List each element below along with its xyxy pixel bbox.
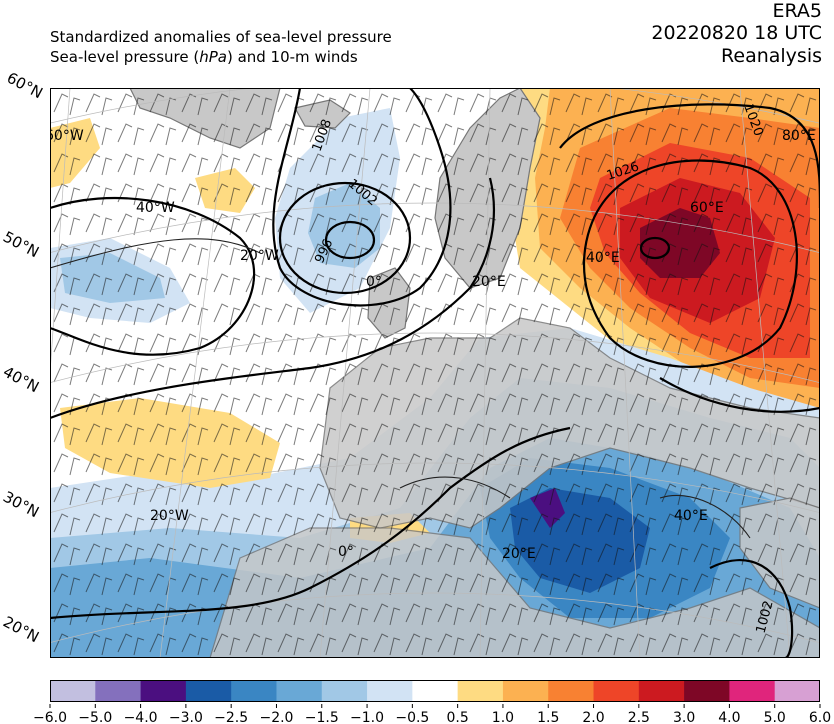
latitude-axis: 60°N 50°N 40°N 30°N 20°N xyxy=(0,69,46,647)
lat-label-40n: 40°N xyxy=(0,363,42,397)
isobar-1002 xyxy=(278,181,412,295)
isobar-high-core xyxy=(639,236,671,260)
colorbar-segment xyxy=(276,680,323,702)
lon-label-80e-top: 80°E xyxy=(782,128,816,144)
title-left-line2-b: ) and 10-m winds xyxy=(226,48,358,66)
lon-label-20w-top: 20°W xyxy=(240,248,279,264)
lon-label-40e-top: 40°E xyxy=(586,250,620,266)
isobar-south xyxy=(50,426,571,620)
isobars-thin xyxy=(50,238,751,539)
title-datetime: 20220820 18 UTC xyxy=(651,22,822,44)
colorbar-segment xyxy=(638,680,685,702)
colorbar-tick-label: −2.5 xyxy=(214,710,248,724)
wind-barbs xyxy=(50,88,820,658)
isobar-1008 xyxy=(272,88,452,307)
isobar-east-mid xyxy=(659,377,820,413)
colorbar-segment xyxy=(321,680,368,702)
map-frame xyxy=(50,88,820,658)
colorbar-tick-label: −3.0 xyxy=(169,710,203,724)
lon-label-0-top: 0° xyxy=(366,274,382,290)
isobar-mid xyxy=(50,177,496,420)
anomaly-map: 1008 1002 996 1026 1020 1002 60°W 40°W 2… xyxy=(50,88,820,658)
colorbar-frame xyxy=(50,680,820,702)
colorbar-tick-label: −1.0 xyxy=(350,710,384,724)
colorbar-segment xyxy=(412,680,459,702)
colorbar-segment xyxy=(729,680,776,702)
lat-label-20n: 20°N xyxy=(0,613,42,647)
colorbar-tick-label: 3.0 xyxy=(673,710,695,724)
lat-label-30n: 30°N xyxy=(0,488,42,522)
lon-label-20w-bottom: 20°W xyxy=(150,508,189,524)
colorbar-tick-label: −6.0 xyxy=(33,710,67,724)
colorbar-tick-label: 2.0 xyxy=(582,710,604,724)
colorbar-segment xyxy=(593,680,640,702)
colorbar-tick-label: 6.0 xyxy=(809,710,831,724)
colorbar-tick-label: −4.0 xyxy=(124,710,158,724)
lon-label-40w-top: 40°W xyxy=(136,200,175,216)
title-left-line1: Standardized anomalies of sea-level pres… xyxy=(50,28,392,46)
lon-label-20e-top: 20°E xyxy=(472,274,506,290)
lon-label-40e-bottom: 40°E xyxy=(674,508,708,524)
lon-label-60e-top: 60°E xyxy=(690,200,724,216)
isobar-atlantic-west xyxy=(50,196,256,356)
lon-label-0-bottom: 0° xyxy=(338,544,354,560)
title-left-line2: Sea-level pressure (hPa) and 10-m winds xyxy=(50,48,358,66)
title-dataset: ERA5 xyxy=(772,0,822,22)
colorbar-segment xyxy=(548,680,595,702)
colorbar-segment xyxy=(457,680,504,702)
colorbar-segment xyxy=(185,680,232,702)
isobar-1020 xyxy=(559,103,820,209)
colorbar-tick-label: 2.5 xyxy=(628,710,650,724)
colorbar-tick-label: −1.5 xyxy=(305,710,339,724)
colorbar-tick-label: 0.5 xyxy=(447,710,469,724)
colorbar-tick-label: 4.0 xyxy=(718,710,740,724)
colorbar-segment xyxy=(140,680,187,702)
lon-label-20e-bottom: 20°E xyxy=(502,546,536,562)
colorbar-tick-label: 1.5 xyxy=(537,710,559,724)
isobar-996 xyxy=(324,220,376,260)
colorbar-segment xyxy=(231,680,277,702)
lat-label-60n: 60°N xyxy=(4,69,46,103)
title-unit: hPa xyxy=(199,48,227,66)
colorbar-tick-label: 1.0 xyxy=(492,710,514,724)
colorbar-tick-label: −2.0 xyxy=(259,710,293,724)
colorbar-segment xyxy=(684,680,730,702)
colorbar-segment xyxy=(95,680,142,702)
isobars xyxy=(50,88,820,658)
colorbar-tick-label: −0.5 xyxy=(395,710,429,724)
lat-label-50n: 50°N xyxy=(0,228,42,262)
isobar-1026 xyxy=(582,159,798,368)
title-product: Reanalysis xyxy=(721,45,822,67)
colorbar-segment xyxy=(502,680,549,702)
colorbar-segment xyxy=(50,680,96,702)
colorbar-ticks: −6.0 −5.0 −4.0 −3.0 −2.5 −2.0 −1.5 −1.0 −0.5 0.5 1… xyxy=(33,704,831,724)
title-left-line2-a: Sea-level pressure ( xyxy=(50,48,200,66)
colorbar-segment xyxy=(774,680,820,702)
isobar-southeast-1002 xyxy=(709,559,794,658)
colorbar-tick-label: 5.0 xyxy=(764,710,786,724)
colorbar-segment xyxy=(367,680,413,702)
colorbar xyxy=(50,680,820,702)
colorbar-tick-label: −5.0 xyxy=(78,710,112,724)
lon-label-60w-top: 60°W xyxy=(50,128,84,144)
